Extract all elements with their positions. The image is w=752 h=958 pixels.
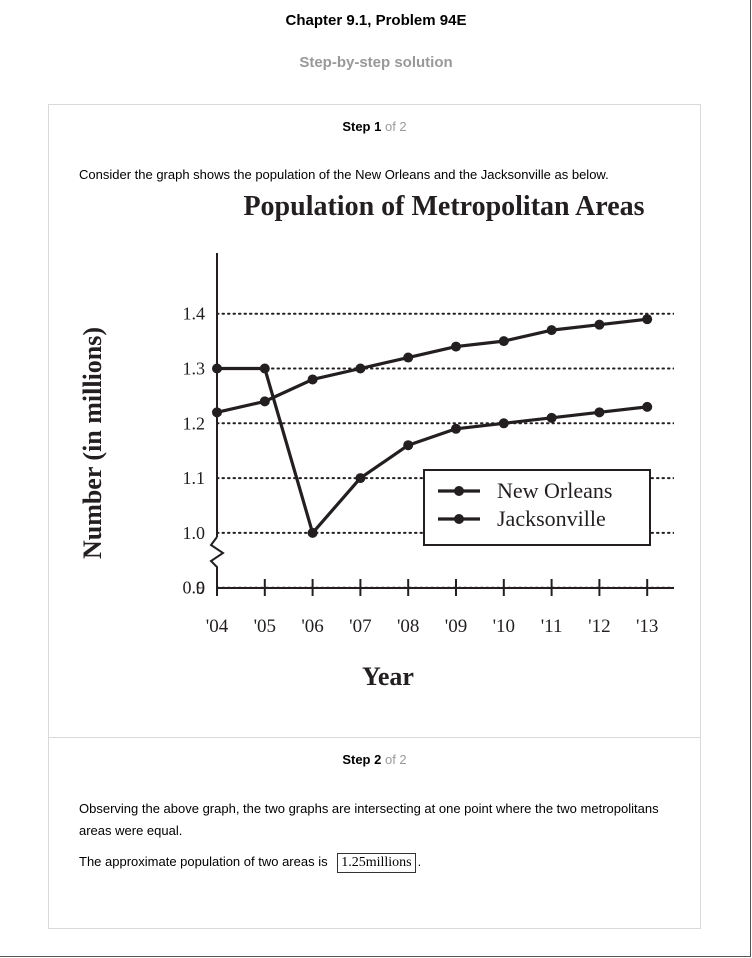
step-2-header: Step 2 of 2: [49, 752, 700, 767]
answer-unit: millions: [365, 854, 412, 870]
step-1-label: Step 1: [342, 119, 382, 134]
data-point: [594, 319, 605, 330]
y-tick-label: 1.1: [183, 468, 206, 488]
data-point: [451, 423, 461, 434]
y-tick-label: 1.0: [183, 523, 206, 543]
step-2-answer-line: The approximate population of two areas …: [79, 851, 669, 873]
solution-subtitle: Step-by-step solution: [299, 54, 453, 71]
y-axis-break: [209, 536, 225, 588]
x-tick-label: '06: [301, 616, 323, 637]
answer-value: 1.25: [341, 854, 366, 870]
x-tick-label: '11: [541, 616, 563, 637]
y-tick-label: 1.3: [183, 359, 206, 379]
step-2-text: Observing the above graph, the two graph…: [79, 801, 659, 838]
answer-box: 1.25millions: [337, 852, 416, 873]
data-point: [355, 363, 366, 374]
legend-label: Jacksonville: [497, 506, 606, 531]
data-point: [307, 527, 318, 538]
series-line-new-orleans: [217, 366, 648, 535]
data-point: [259, 396, 270, 407]
data-point: [642, 401, 653, 412]
y-tick-label: 0.9: [183, 578, 206, 598]
solution-card: Step 1 of 2 Consider the graph shows the…: [48, 104, 701, 929]
data-point: [307, 374, 318, 385]
x-tick-label: '09: [445, 616, 467, 637]
chart-title: Population of Metropolitan Areas: [243, 191, 644, 222]
series-line-jacksonville: [216, 317, 648, 414]
legend-box: [423, 469, 651, 546]
step-2-label: Step 2: [342, 752, 382, 767]
x-axis-label: Year: [362, 662, 414, 690]
x-tick-label: '12: [588, 616, 610, 637]
step-1-text: Consider the graph shows the population …: [79, 167, 609, 182]
x-tick-label: '13: [636, 616, 658, 637]
data-point: [546, 325, 557, 336]
data-point: [259, 363, 270, 374]
y-axis-label: Number (in millions): [78, 327, 107, 559]
data-point: [403, 440, 414, 451]
chapter-title: Chapter 9.1, Problem 94E: [285, 12, 467, 29]
data-point: [642, 314, 653, 325]
data-point: [212, 407, 222, 418]
x-tick-label: '10: [493, 616, 515, 637]
data-point: [594, 407, 605, 418]
answer-prefix: The approximate population of two areas …: [79, 854, 328, 869]
population-chart: 00.9 1.0 1.1 1.2 1.3 1.4 '04 '05 '06 '07 '08 '09 '10…: [78, 191, 674, 690]
x-tick-label: '05: [254, 616, 276, 637]
data-point: [355, 473, 366, 484]
step-1-header: Step 1 of 2: [49, 119, 700, 134]
x-tick-label: '08: [397, 616, 419, 637]
legend-label: New Orleans: [497, 478, 612, 503]
step-divider: [49, 737, 700, 738]
legend-marker: [454, 486, 464, 496]
step-1-count: of 2: [384, 119, 407, 134]
x-tick-label: '07: [349, 616, 371, 637]
data-point: [498, 336, 509, 347]
data-point: [498, 418, 509, 429]
x-tick-label: '04: [206, 616, 229, 637]
legend-marker: [454, 514, 464, 524]
y-tick-label: 1.2: [183, 413, 206, 433]
answer-suffix: .: [417, 854, 422, 869]
data-point: [403, 352, 414, 363]
data-point: [546, 412, 557, 423]
data-point: [451, 341, 461, 352]
step-2-count: of 2: [384, 752, 407, 767]
data-point: [212, 363, 222, 374]
y-tick-label: 1.4: [183, 304, 206, 324]
y-tick-label: 0: [196, 578, 205, 598]
